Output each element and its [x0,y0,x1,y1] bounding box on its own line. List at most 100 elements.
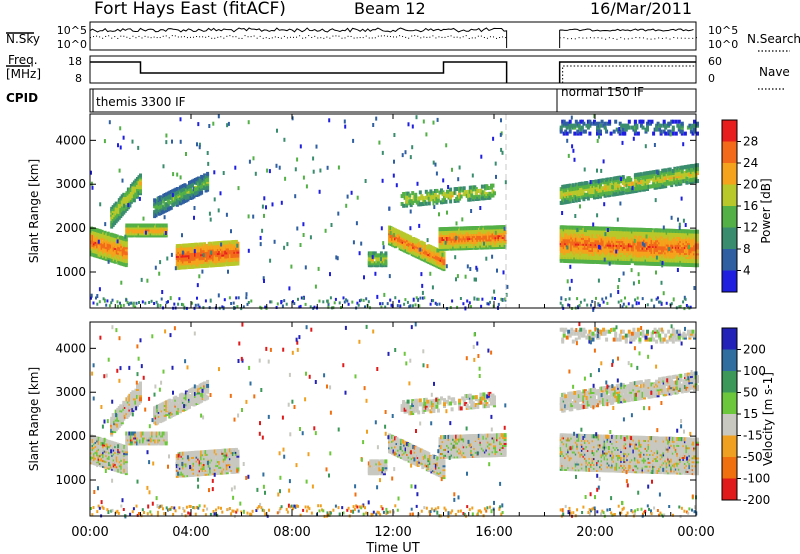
echo-cell [635,123,639,128]
noise-echo [336,256,339,261]
echo-cell [195,242,199,247]
echo-cell [696,245,699,250]
nsearch-point [371,37,373,39]
noise-echo [268,169,271,174]
echo-cell [411,201,415,205]
freq-unit-label: [MHz] [6,67,41,81]
freq-tick-bottom: 8 [75,72,82,85]
noise-echo [668,247,671,252]
noise-echo [412,297,415,302]
echo-cell [568,129,572,134]
nsearch-point [123,35,125,37]
nsearch-point [177,36,179,38]
nave-trace [562,65,696,83]
noise-echo [421,283,424,288]
noise-echo [234,165,237,170]
noise-echo [404,150,407,155]
echo-cell [468,197,472,202]
echo-cell [411,191,415,196]
noise-echo [326,165,329,170]
noise-echo [499,132,502,137]
nsearch-point [311,36,313,38]
echo-cell [680,165,684,170]
echo-cell [564,188,568,193]
echo-cell [94,228,98,232]
nsearch-point [489,36,491,38]
echo-cell [407,234,411,239]
echo-cell [447,189,451,194]
echo-cell [600,119,604,124]
echo-cell [629,177,633,182]
noise-echo [427,196,430,201]
echo-cell [444,193,448,198]
echo-cell [200,190,204,195]
noise-echo [179,175,182,180]
noise-echo [230,229,232,234]
nsearch-point [199,36,201,38]
nsearch-point [677,37,679,39]
echo-cell [674,119,678,124]
echo-cell [662,178,666,183]
noise-echo [179,117,182,122]
echo-cell [175,244,179,249]
echo-cell [650,119,654,124]
nsearch-point [114,36,116,38]
echo-cell [195,177,199,182]
echo-cell [646,125,649,130]
noise-echo [573,157,576,162]
echo-cell [674,131,678,136]
echo-cell [621,187,625,191]
echo-cell [175,261,179,266]
noise-echo [120,280,123,285]
nsearch-point [465,35,467,37]
noise-echo [603,202,606,207]
echo-cell [680,254,684,259]
nsearch-point [162,35,164,37]
noise-echo [409,209,412,214]
nsearch-point [359,37,361,39]
echo-cell [579,127,583,132]
echo-cell [174,187,178,192]
echo-cell [429,189,433,194]
echo-cell [589,226,593,231]
echo-cell [174,191,178,196]
echo-cell [166,203,170,208]
echo-cell [154,199,158,204]
noise-echo [419,247,422,252]
noise-echo [247,214,250,219]
nsearch-point [468,37,470,39]
echo-cell [169,205,173,210]
echo-cell [145,223,148,228]
nsearch-point [447,35,449,37]
noise-echo [343,119,346,124]
nsearch-point [350,35,352,37]
echo-cell [589,186,593,191]
nsearch-point [314,35,316,37]
nsearch-point [286,37,288,39]
nsearch-point [150,37,152,39]
noise-echo [611,185,614,190]
echo-cell [605,129,609,134]
noise-echo [261,204,264,209]
echo-cell [206,171,210,176]
noise-echo [124,234,127,239]
echo-cell [123,204,127,209]
noise-tick-right-bottom: 10^0 [708,38,738,51]
noise-echo [176,172,179,177]
noise-echo [329,272,331,277]
noise-echo [600,168,603,173]
echo-cell [583,129,587,134]
echo-cell [461,188,465,193]
echo-cell [488,241,492,246]
echo-cell [416,243,420,248]
echo-cell [670,171,674,176]
noise-echo [466,264,469,269]
noise-echo [201,269,204,274]
echo-cell [154,205,158,210]
echo-cell [168,200,172,205]
nsearch-point [620,37,622,39]
noise-echo [262,276,265,281]
echo-cell [464,190,468,195]
freq-trace [90,61,508,83]
nsearch-point [650,38,652,40]
